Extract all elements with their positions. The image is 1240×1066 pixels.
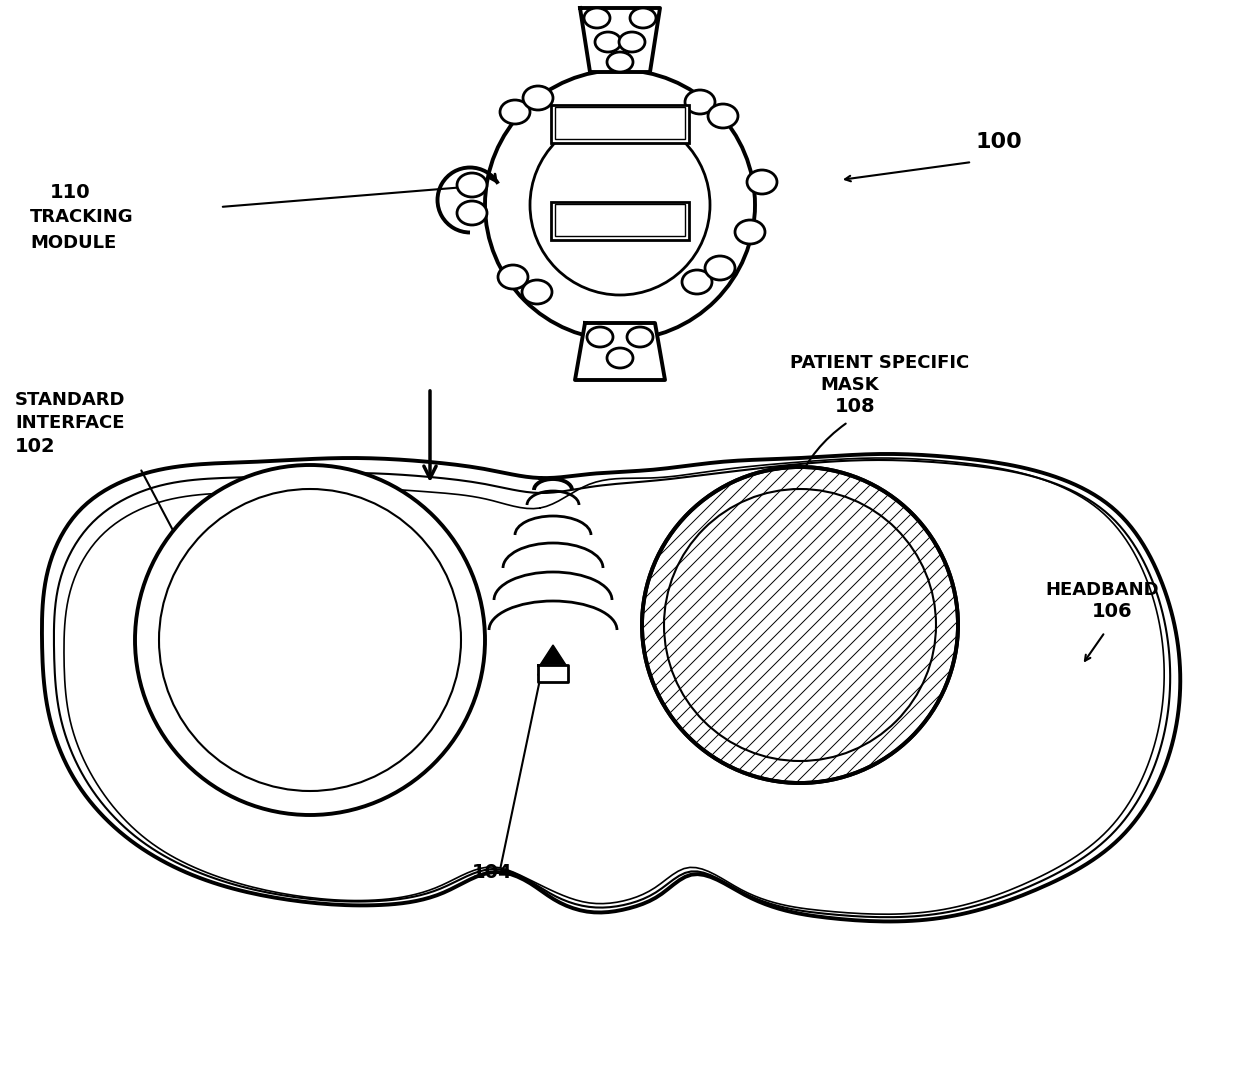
Text: STANDARD: STANDARD [15,391,125,409]
Text: 108: 108 [835,397,875,416]
Circle shape [159,489,461,791]
Ellipse shape [706,256,735,280]
Polygon shape [539,645,565,665]
Polygon shape [580,9,660,72]
Ellipse shape [735,220,765,244]
Text: 106: 106 [1092,602,1132,621]
Circle shape [135,465,485,815]
Ellipse shape [627,327,653,348]
Ellipse shape [619,32,645,52]
Ellipse shape [746,169,777,194]
Text: INTERFACE: INTERFACE [15,414,124,432]
Ellipse shape [630,9,656,28]
Text: HEADBAND: HEADBAND [1045,581,1158,599]
Bar [556,204,684,236]
Text: 110: 110 [50,183,91,201]
Bar [551,201,689,240]
Text: MODULE: MODULE [30,235,117,252]
Ellipse shape [584,9,610,28]
Polygon shape [538,665,568,682]
Ellipse shape [684,90,715,114]
Text: 104: 104 [472,863,512,882]
Text: MASK: MASK [820,376,879,394]
Polygon shape [575,323,665,379]
Circle shape [485,70,755,340]
Bar [556,107,684,139]
Circle shape [642,467,959,784]
Text: 100: 100 [975,132,1022,152]
Text: 102: 102 [15,437,56,456]
Ellipse shape [458,201,487,225]
Text: PATIENT SPECIFIC: PATIENT SPECIFIC [790,354,970,372]
Ellipse shape [458,173,487,197]
Ellipse shape [682,270,712,294]
Ellipse shape [522,280,552,304]
Ellipse shape [595,32,621,52]
Ellipse shape [608,52,632,72]
Polygon shape [42,454,1180,921]
Circle shape [529,115,711,295]
Ellipse shape [608,348,632,368]
Ellipse shape [587,327,613,348]
Ellipse shape [500,100,529,124]
Ellipse shape [498,265,528,289]
Text: TRACKING: TRACKING [30,208,134,226]
Ellipse shape [523,86,553,110]
Ellipse shape [708,104,738,128]
Bar [551,104,689,143]
